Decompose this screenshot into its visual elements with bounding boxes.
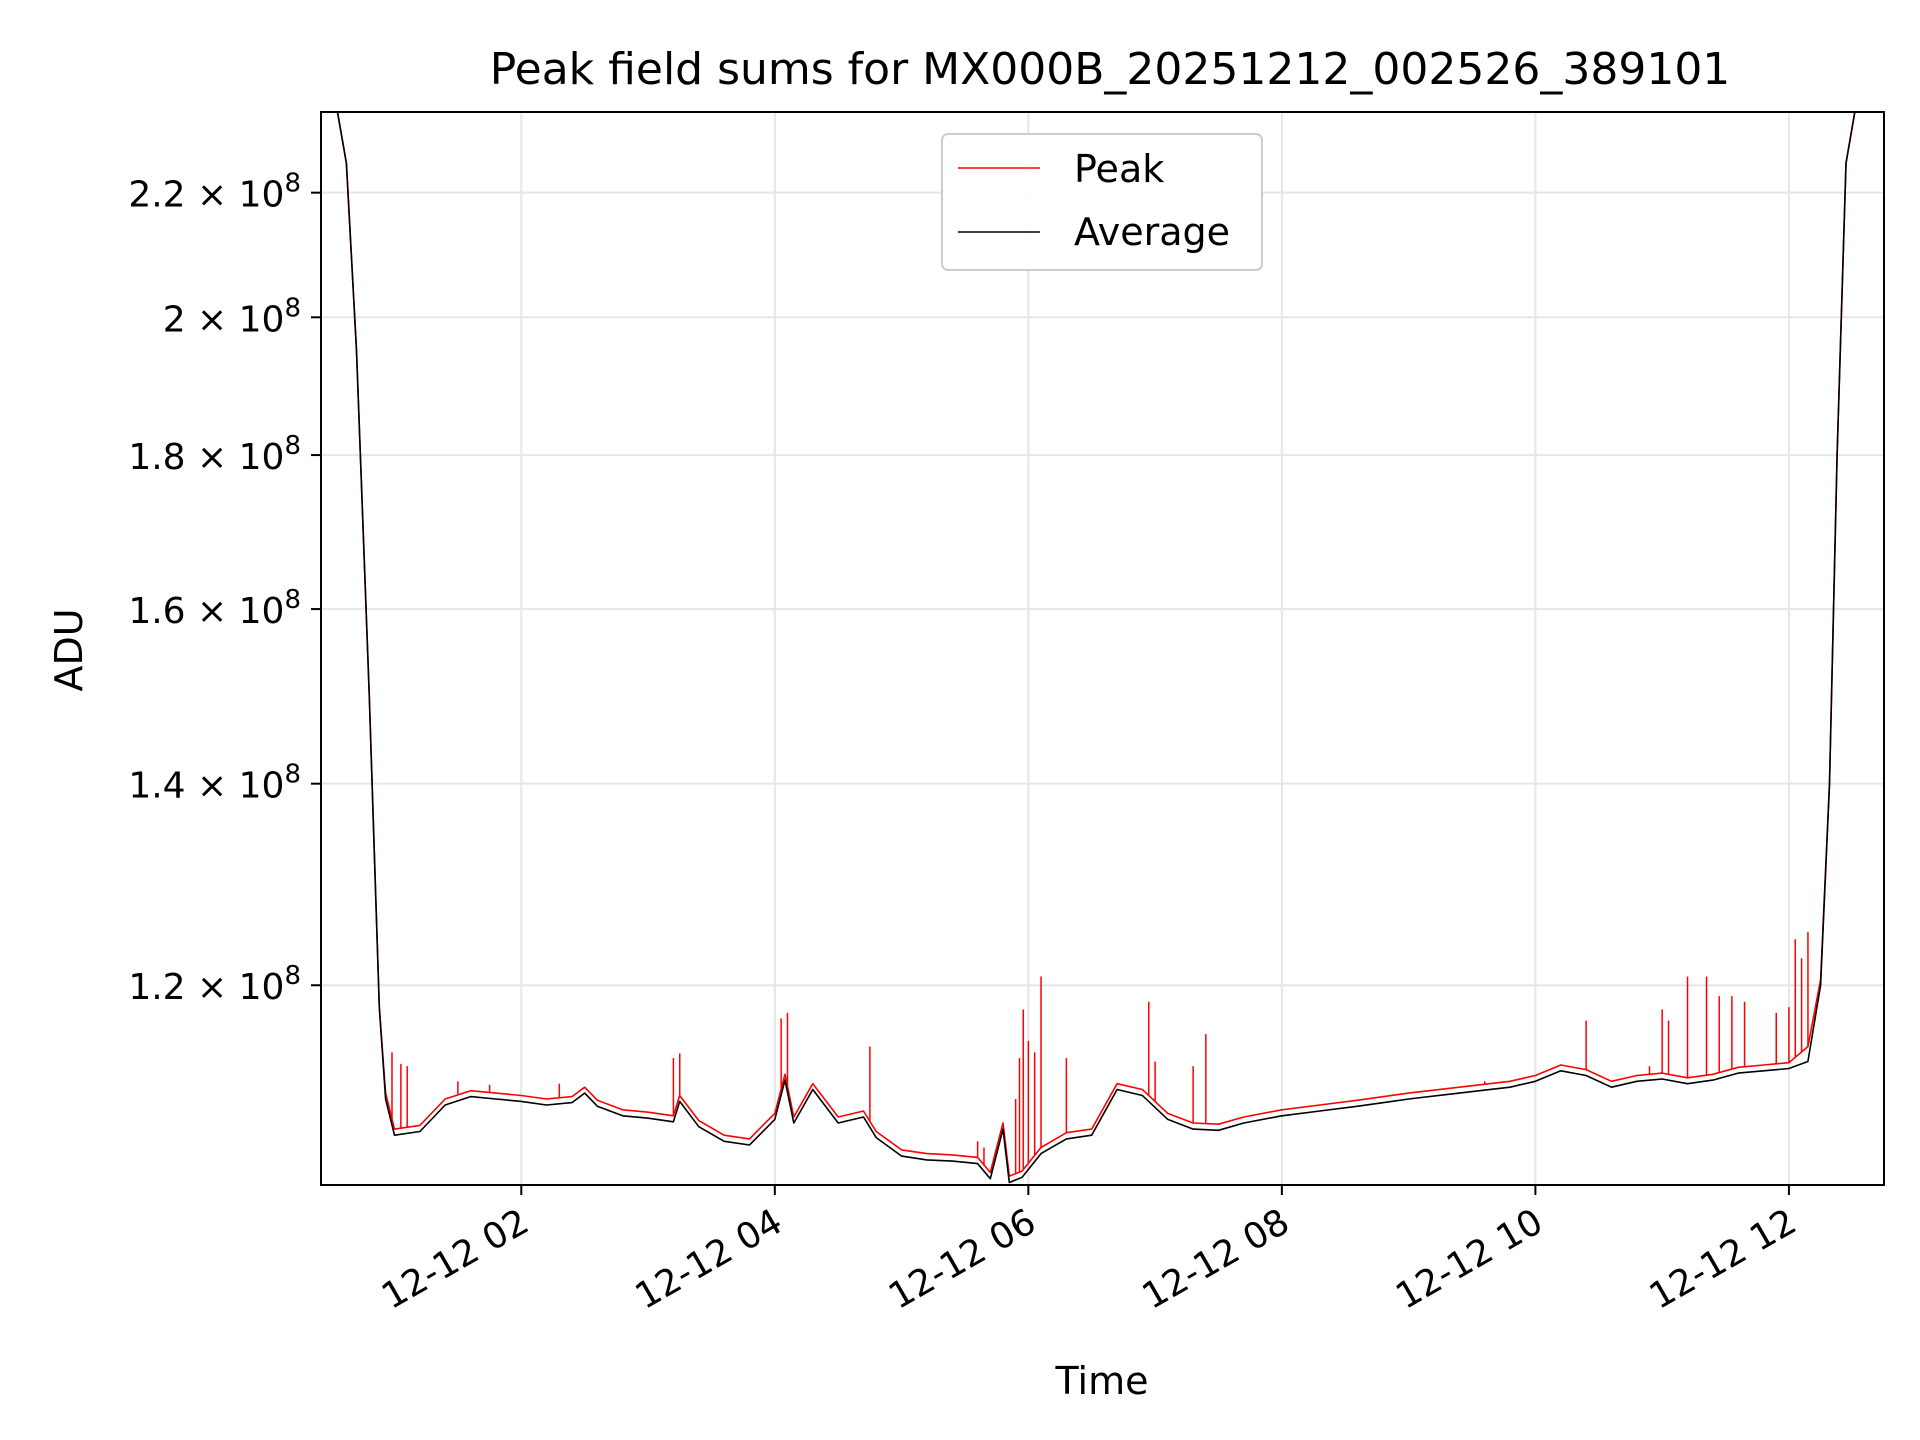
y-tick-label-2: 1.6 × 108 (128, 585, 301, 632)
legend-average-label: Average (1074, 210, 1230, 254)
y-tick-label-0: 1.2 × 108 (128, 961, 301, 1008)
plot-frame (320, 111, 1885, 1186)
y-tick-label-5: 2.2 × 108 (128, 169, 301, 216)
legend-peak-label: Peak (1074, 147, 1164, 191)
y-tick-label-3: 1.8 × 108 (128, 431, 301, 478)
y-tick-label-4: 2 × 108 (163, 293, 301, 340)
y-axis-label: ADU (47, 608, 91, 691)
series-peak-line (321, 112, 1884, 1177)
legend: Peak Average (941, 133, 1263, 271)
y-tick-label-1: 1.4 × 108 (128, 760, 301, 807)
grid-lines (321, 112, 1884, 1185)
y-axis: 1.2 × 108 1.4 × 108 1.6 × 108 1.8 × 108 2 × … (128, 169, 321, 1008)
chart-title: Peak field sums for MX000B_20251212_0025… (490, 44, 1731, 95)
series-average-line (321, 112, 1884, 1184)
x-axis-label: Time (1055, 1359, 1149, 1403)
plot-area (321, 112, 1884, 1184)
